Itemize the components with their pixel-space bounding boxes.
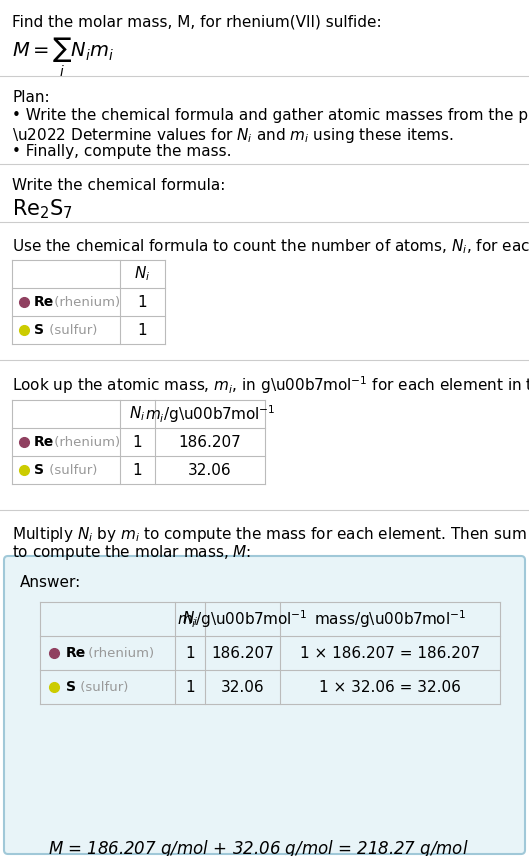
Text: S: S [34,323,44,337]
Text: 1: 1 [138,323,147,337]
Text: $M$ = 186.207 g/mol + 32.06 g/mol = 218.27 g/mol: $M$ = 186.207 g/mol + 32.06 g/mol = 218.… [48,838,469,856]
Text: Write the chemical formula:: Write the chemical formula: [12,178,225,193]
Text: 1: 1 [133,462,142,478]
FancyBboxPatch shape [4,556,525,854]
Text: S: S [66,680,76,694]
Text: (sulfur): (sulfur) [45,463,97,477]
Text: Answer:: Answer: [20,575,81,590]
Text: (rhenium): (rhenium) [50,295,120,308]
Text: $m_i$/g\u00b7mol$^{-1}$: $m_i$/g\u00b7mol$^{-1}$ [177,608,308,630]
Text: $N_i$: $N_i$ [130,405,145,424]
Text: 1: 1 [185,680,195,694]
Text: 186.207: 186.207 [179,435,241,449]
Text: (sulfur): (sulfur) [76,681,129,693]
Text: to compute the molar mass, $M$:: to compute the molar mass, $M$: [12,543,251,562]
Text: Plan:: Plan: [12,90,50,105]
Text: 1 × 186.207 = 186.207: 1 × 186.207 = 186.207 [300,645,480,661]
Text: 32.06: 32.06 [221,680,264,694]
Text: Re: Re [34,435,54,449]
Text: \u2022 Determine values for $N_i$ and $m_i$ using these items.: \u2022 Determine values for $N_i$ and $m… [12,126,454,145]
Text: Re$_2$S$_7$: Re$_2$S$_7$ [12,197,73,221]
Text: 186.207: 186.207 [211,645,274,661]
Text: S: S [34,463,44,477]
Text: (rhenium): (rhenium) [84,646,154,659]
Text: Multiply $N_i$ by $m_i$ to compute the mass for each element. Then sum those val: Multiply $N_i$ by $m_i$ to compute the m… [12,525,529,544]
Text: Look up the atomic mass, $m_i$, in g\u00b7mol$^{-1}$ for each element in the per: Look up the atomic mass, $m_i$, in g\u00… [12,374,529,395]
Text: Re: Re [66,646,86,660]
Text: • Write the chemical formula and gather atomic masses from the periodic table.: • Write the chemical formula and gather … [12,108,529,123]
Text: 1: 1 [133,435,142,449]
Text: mass/g\u00b7mol$^{-1}$: mass/g\u00b7mol$^{-1}$ [314,608,466,630]
Text: $M = \sum_i N_i m_i$: $M = \sum_i N_i m_i$ [12,36,114,79]
Text: (sulfur): (sulfur) [45,324,97,336]
Text: • Finally, compute the mass.: • Finally, compute the mass. [12,144,232,159]
Text: 32.06: 32.06 [188,462,232,478]
Text: $N_i$: $N_i$ [134,265,151,283]
Text: $m_i$/g\u00b7mol$^{-1}$: $m_i$/g\u00b7mol$^{-1}$ [145,403,275,425]
Text: Use the chemical formula to count the number of atoms, $N_i$, for each element:: Use the chemical formula to count the nu… [12,237,529,256]
Text: 1: 1 [185,645,195,661]
Text: $N_i$: $N_i$ [182,609,198,628]
Text: Find the molar mass, M, for rhenium(VII) sulfide:: Find the molar mass, M, for rhenium(VII)… [12,14,381,29]
Text: 1 × 32.06 = 32.06: 1 × 32.06 = 32.06 [319,680,461,694]
Text: 1: 1 [138,294,147,310]
Text: Re: Re [34,295,54,309]
Text: (rhenium): (rhenium) [50,436,120,449]
